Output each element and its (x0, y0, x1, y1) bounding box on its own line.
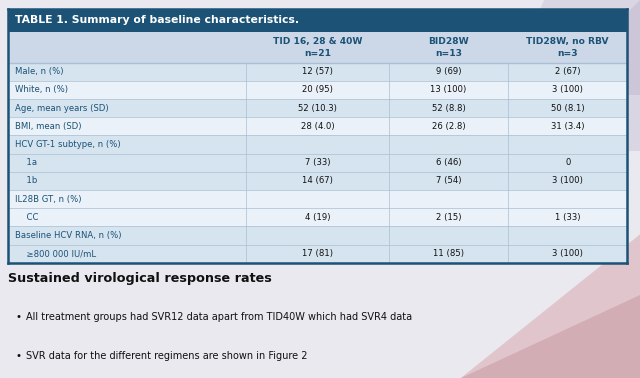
Bar (8, 99, 627, 117)
Bar (8, 32, 627, 62)
Bar (8, 245, 627, 263)
Text: 17 (81): 17 (81) (302, 249, 333, 258)
Text: 52 (10.3): 52 (10.3) (298, 104, 337, 113)
Text: 3 (100): 3 (100) (552, 249, 583, 258)
Text: 2 (67): 2 (67) (555, 67, 580, 76)
Text: Male, n (%): Male, n (%) (15, 67, 63, 76)
Text: 12 (57): 12 (57) (302, 67, 333, 76)
Bar (8, 81, 627, 99)
Text: BID28W
n=13: BID28W n=13 (428, 37, 469, 58)
Text: 7 (54): 7 (54) (436, 176, 461, 185)
Text: 50 (8.1): 50 (8.1) (551, 104, 584, 113)
Bar (8, 208, 627, 226)
Text: 6 (46): 6 (46) (436, 158, 461, 167)
Text: 11 (85): 11 (85) (433, 249, 464, 258)
Text: 26 (2.8): 26 (2.8) (431, 122, 465, 131)
Text: 52 (8.8): 52 (8.8) (431, 104, 465, 113)
Text: 7 (33): 7 (33) (305, 158, 330, 167)
Text: White, n (%): White, n (%) (15, 85, 68, 94)
Text: TID 16, 28 & 40W
n=21: TID 16, 28 & 40W n=21 (273, 37, 362, 58)
Text: 14 (67): 14 (67) (302, 176, 333, 185)
Polygon shape (461, 295, 640, 378)
Text: 28 (4.0): 28 (4.0) (301, 122, 334, 131)
Text: TID28W, no RBV
n=3: TID28W, no RBV n=3 (527, 37, 609, 58)
Text: TABLE 1. Summary of baseline characteristics.: TABLE 1. Summary of baseline characteris… (15, 15, 300, 25)
Bar (8, 135, 627, 153)
Bar (8, 62, 627, 81)
Text: CC: CC (21, 213, 39, 222)
Text: 20 (95): 20 (95) (302, 85, 333, 94)
Text: Age, mean years (SD): Age, mean years (SD) (15, 104, 109, 113)
Text: IL28B GT, n (%): IL28B GT, n (%) (15, 195, 82, 203)
Text: 3 (100): 3 (100) (552, 176, 583, 185)
Text: 3 (100): 3 (100) (552, 85, 583, 94)
Polygon shape (544, 0, 640, 94)
Bar (8, 172, 627, 190)
Text: 2 (15): 2 (15) (436, 213, 461, 222)
Bar (8, 9, 627, 32)
Text: Sustained virological response rates: Sustained virological response rates (8, 272, 271, 285)
Bar (8, 226, 627, 245)
Text: 9 (69): 9 (69) (436, 67, 461, 76)
Text: •: • (15, 350, 21, 361)
Text: 1a: 1a (21, 158, 37, 167)
Text: 31 (3.4): 31 (3.4) (551, 122, 584, 131)
Text: 4 (19): 4 (19) (305, 213, 330, 222)
Text: HCV GT-1 subtype, n (%): HCV GT-1 subtype, n (%) (15, 140, 121, 149)
Text: BMI, mean (SD): BMI, mean (SD) (15, 122, 82, 131)
Text: 13 (100): 13 (100) (430, 85, 467, 94)
Text: 1b: 1b (21, 176, 38, 185)
Bar (8, 153, 627, 172)
Text: ≥800 000 IU/mL: ≥800 000 IU/mL (21, 249, 97, 258)
Polygon shape (371, 234, 640, 378)
Polygon shape (480, 0, 640, 151)
Text: •: • (15, 312, 21, 322)
Text: SVR data for the different regimens are shown in Figure 2: SVR data for the different regimens are … (26, 350, 308, 361)
Bar (8, 190, 627, 208)
Bar (8, 117, 627, 135)
Text: 0: 0 (565, 158, 570, 167)
Text: All treatment groups had SVR12 data apart from TID40W which had SVR4 data: All treatment groups had SVR12 data apar… (26, 312, 412, 322)
Text: Baseline HCV RNA, n (%): Baseline HCV RNA, n (%) (15, 231, 122, 240)
Text: 1 (33): 1 (33) (555, 213, 580, 222)
